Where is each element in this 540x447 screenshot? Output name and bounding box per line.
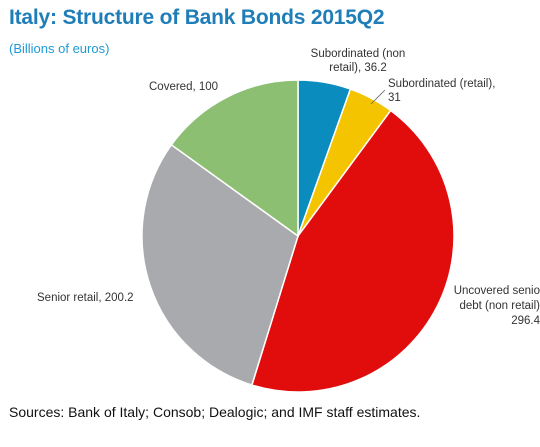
leader-line xyxy=(370,89,386,105)
slice-label-line: Uncovered senio xyxy=(454,285,540,297)
slice-label-line: Senior retail, 200.2 xyxy=(37,292,134,304)
label-leader-lines xyxy=(370,89,386,105)
slice-label: Covered, 100 xyxy=(149,81,218,93)
slice-label: Subordinated (non retail), 36.2 xyxy=(311,48,406,74)
chart-title: Italy: Structure of Bank Bonds 2015Q2 xyxy=(9,6,385,29)
slice-labels: Subordinated (non retail), 36.2Subordinat… xyxy=(37,48,540,327)
pie-slice-uncovered-senior-debt-non-retail xyxy=(250,109,455,393)
slice-label-line: 296.4 xyxy=(511,315,540,327)
chart-subtitle: (Billions of euros) xyxy=(9,41,110,56)
slice-label-line: Subordinated (non xyxy=(311,48,406,60)
slice-label-line: debt (non retail) xyxy=(459,300,540,312)
slice-label-line: retail), 36.2 xyxy=(329,62,387,74)
pie-slice-senior-retail xyxy=(141,143,299,386)
pie-slices xyxy=(141,79,455,393)
source-note: Sources: Bank of Italy; Consob; Dealogic… xyxy=(9,404,421,420)
slice-label: Senior retail, 200.2 xyxy=(37,292,134,304)
slice-label: Uncovered senio debt (non retail) 296.4 xyxy=(454,285,540,327)
slice-label-line: Subordinated (retail), xyxy=(388,78,495,90)
slice-label: Subordinated (retail), 31 xyxy=(388,78,495,104)
pie-slice-covered xyxy=(170,79,299,238)
slice-label-line: 31 xyxy=(388,92,401,104)
slice-label-line: Covered, 100 xyxy=(149,81,218,93)
